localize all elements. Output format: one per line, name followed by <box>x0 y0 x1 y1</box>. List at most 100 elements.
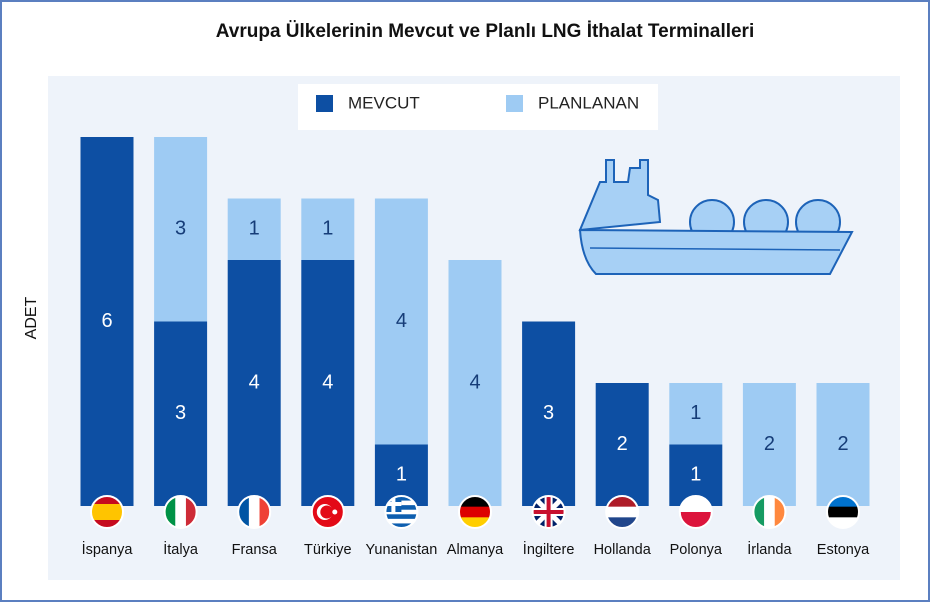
flag-stripe <box>259 496 271 528</box>
flag <box>238 496 271 528</box>
flag <box>164 496 197 528</box>
flag-stripe <box>459 496 491 508</box>
flag-rim <box>752 495 787 529</box>
flag-stripe <box>606 496 639 508</box>
x-tick-label: Hollanda <box>594 542 652 558</box>
bar-segment <box>595 383 649 506</box>
flag-stripe <box>91 512 123 521</box>
flag-rim <box>163 495 198 529</box>
bar-segment <box>816 383 870 506</box>
flag-star <box>332 509 338 515</box>
flag-rim <box>826 495 860 529</box>
flag-stripe <box>248 496 261 528</box>
flag <box>91 496 123 528</box>
flag-stripe <box>606 506 639 518</box>
flag-stripe <box>385 518 418 524</box>
value-label: 4 <box>396 310 407 332</box>
value-label: 1 <box>690 402 701 424</box>
bar-segment <box>301 198 355 260</box>
flag-stripe <box>679 496 712 513</box>
flag-stripe <box>91 496 123 505</box>
value-label: 2 <box>764 433 775 455</box>
flag-stripe <box>175 496 187 528</box>
bar-segment <box>301 260 355 506</box>
flag <box>679 496 712 528</box>
legend-swatch <box>316 95 333 112</box>
x-tick-label: Estonya <box>817 542 870 558</box>
flag-stripe <box>774 496 786 528</box>
flag-rim <box>384 495 419 529</box>
flag-stripe <box>827 506 859 518</box>
flag-stripe <box>385 523 418 528</box>
flag-stripe <box>459 517 491 528</box>
bar-segment <box>80 137 134 506</box>
x-tick-label: Fransa <box>232 542 278 558</box>
flag-rim <box>310 495 345 529</box>
flag-stripe <box>385 514 418 520</box>
flag-stripe <box>459 506 491 518</box>
value-label: 3 <box>175 402 186 424</box>
x-tick-label: Polonya <box>670 542 723 558</box>
value-label: 6 <box>101 310 112 332</box>
legend-label: MEVCUT <box>348 93 420 112</box>
value-label: 2 <box>837 433 848 455</box>
flag-rim <box>237 495 272 529</box>
flag <box>385 496 418 528</box>
flag-rim <box>605 495 640 529</box>
flag-rim <box>531 495 566 529</box>
legend-swatch <box>506 95 523 112</box>
flag <box>753 496 786 528</box>
y-axis-label: ADET <box>23 296 40 339</box>
flag-stripe <box>238 496 250 528</box>
flag <box>606 496 639 528</box>
x-tick-label: İtalya <box>163 540 199 558</box>
bar-segment <box>669 383 723 445</box>
value-label: 3 <box>175 218 186 240</box>
x-tick-label: Yunanistan <box>366 542 438 558</box>
flag-stripe <box>164 496 176 528</box>
flag-stripe <box>91 520 123 528</box>
x-tick-label: Almanya <box>447 542 504 558</box>
bar-segment <box>448 260 502 506</box>
value-label: 1 <box>690 464 701 486</box>
flag-stripe <box>606 517 639 528</box>
legend-label: PLANLANAN <box>538 93 639 112</box>
bar-segment <box>522 321 576 506</box>
flag-rim <box>458 495 492 529</box>
bar-segment <box>154 137 208 322</box>
flag-stripe <box>764 496 776 528</box>
flag-crescent <box>320 505 334 519</box>
value-label: 1 <box>249 218 260 240</box>
flag-stripe <box>827 496 859 508</box>
flag-stripe <box>679 512 712 528</box>
value-label: 4 <box>322 371 333 393</box>
flag <box>827 496 859 528</box>
bar-segment <box>227 198 281 260</box>
flag-rim <box>678 495 713 529</box>
x-tick-label: Türkiye <box>304 542 352 558</box>
flag-cross <box>391 496 396 512</box>
flag-stripe <box>385 509 418 515</box>
flag-stripe <box>753 496 765 528</box>
ship-icon <box>578 159 854 275</box>
value-label: 1 <box>396 464 407 486</box>
value-label: 4 <box>469 371 480 393</box>
chart-title: Avrupa Ülkelerinin Mevcut ve Planlı LNG … <box>216 21 755 42</box>
value-label: 4 <box>249 371 260 393</box>
flag-rim <box>90 495 124 529</box>
flag-stripe <box>827 517 859 528</box>
value-label: 1 <box>322 218 333 240</box>
bar-segment <box>742 383 796 506</box>
x-tick-label: İrlanda <box>747 540 792 558</box>
bar-segment <box>154 321 208 506</box>
flag <box>459 496 491 528</box>
x-tick-label: İngiltere <box>523 540 575 558</box>
flag-cross <box>546 496 551 528</box>
bar-segment <box>227 260 281 506</box>
x-tick-label: İspanya <box>82 540 134 558</box>
value-label: 2 <box>617 433 628 455</box>
flag-stripe <box>91 504 123 513</box>
value-label: 3 <box>543 402 554 424</box>
flag-stripe <box>185 496 197 528</box>
